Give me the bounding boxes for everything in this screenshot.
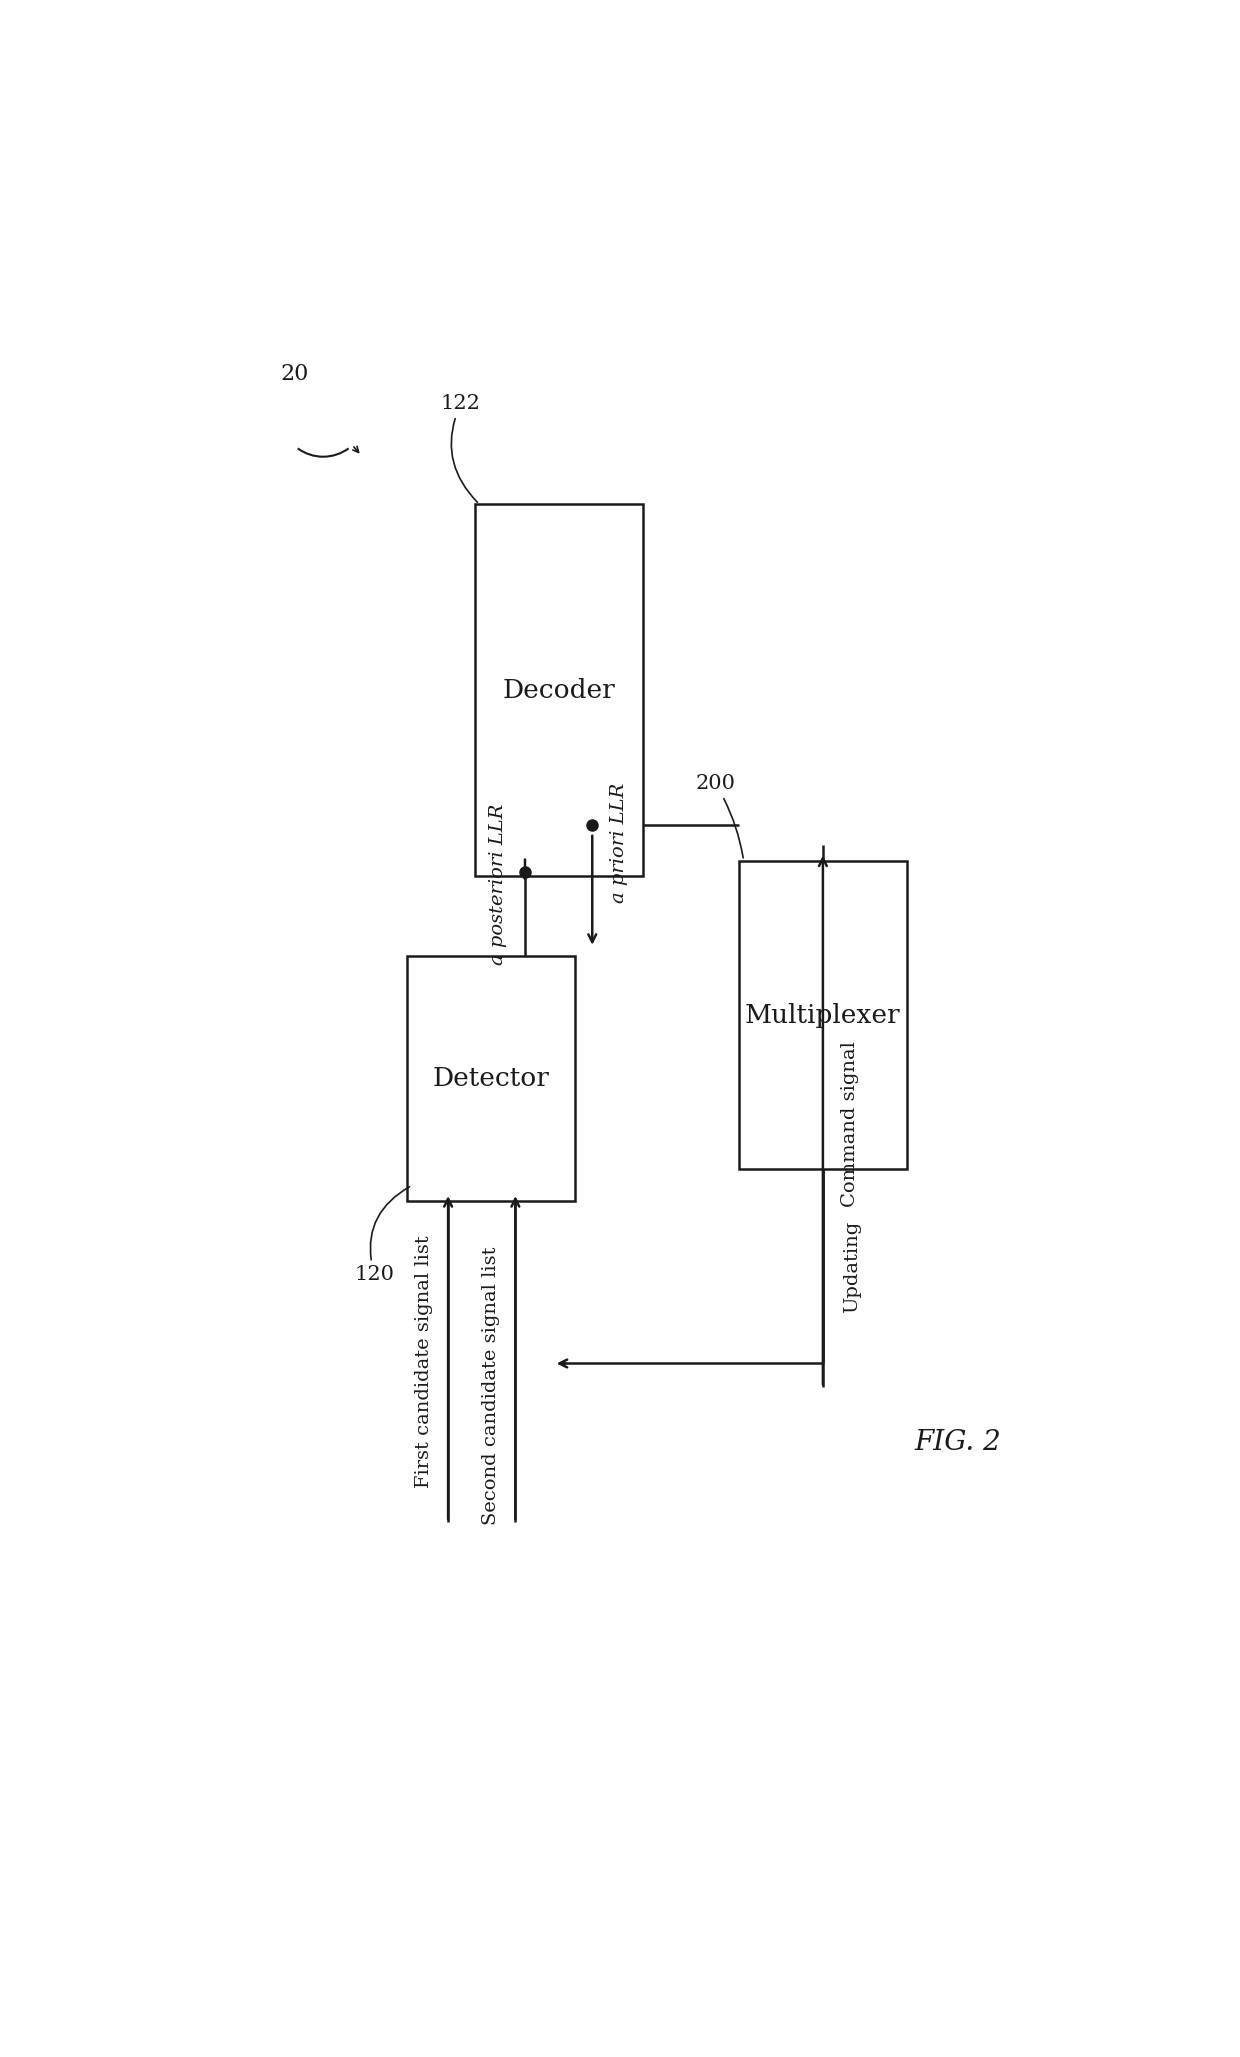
Text: Second candidate signal list: Second candidate signal list bbox=[482, 1247, 501, 1524]
Text: Detector: Detector bbox=[433, 1066, 549, 1090]
Bar bbox=[407, 957, 575, 1201]
Text: Multiplexer: Multiplexer bbox=[745, 1002, 900, 1028]
Text: First candidate signal list: First candidate signal list bbox=[415, 1234, 433, 1487]
Bar bbox=[475, 504, 642, 876]
Bar bbox=[739, 860, 906, 1170]
Text: 120: 120 bbox=[355, 1187, 409, 1284]
Text: 20: 20 bbox=[280, 362, 309, 385]
Text: a priori LLR: a priori LLR bbox=[610, 782, 629, 903]
Text: Decoder: Decoder bbox=[502, 679, 615, 703]
Text: 200: 200 bbox=[696, 773, 743, 858]
Text: FIG. 2: FIG. 2 bbox=[914, 1430, 1001, 1456]
Text: Updating: Updating bbox=[843, 1220, 861, 1312]
Text: 122: 122 bbox=[441, 395, 481, 502]
Text: Command signal: Command signal bbox=[841, 1041, 859, 1207]
Text: a posteriori LLR: a posteriori LLR bbox=[489, 804, 507, 965]
